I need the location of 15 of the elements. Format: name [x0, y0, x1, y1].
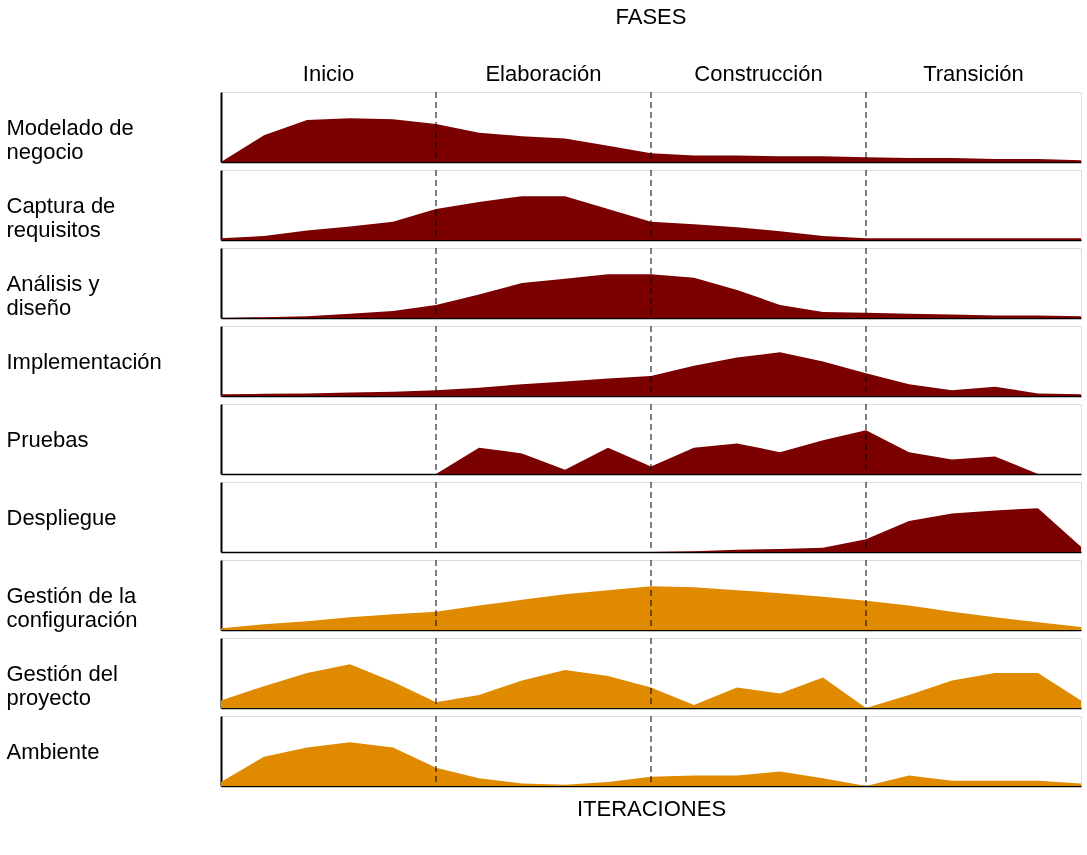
x-axis-title: ITERACIONES [576, 795, 727, 821]
chart-title: FASES [615, 4, 687, 29]
y-axis-title: Pruebas [6, 426, 89, 452]
text: Elaboración [485, 61, 602, 86]
text: Inicio [302, 61, 355, 86]
y-axis-title: Captura de requisitos [6, 192, 116, 242]
text: Transición [923, 61, 1024, 86]
y-axis-title: Implementación [6, 348, 162, 374]
y-axis-title: Despliegue [6, 504, 117, 530]
y-axis-title: Análisis y diseño [6, 270, 100, 320]
y-axis-title: Gestión del proyecto [6, 660, 118, 710]
y-axis-title: Gestión de la configuración [6, 582, 138, 632]
y-axis-title: Ambiente [6, 738, 100, 764]
y-axis-title: Modelado de negocio [6, 114, 134, 164]
text: Construcción [694, 61, 823, 86]
